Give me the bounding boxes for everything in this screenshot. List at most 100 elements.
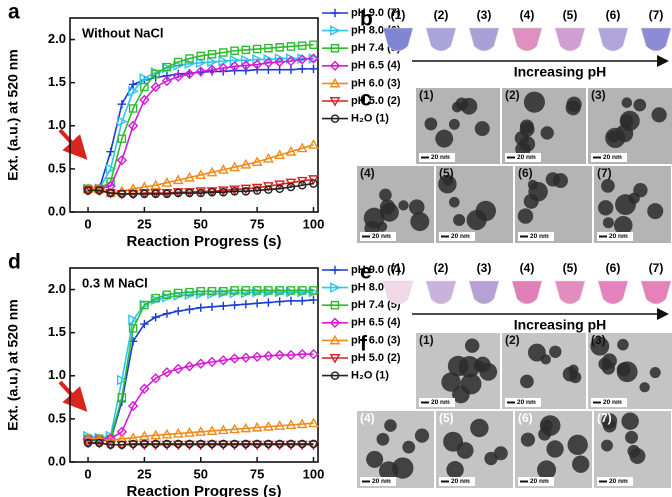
marker — [274, 149, 286, 160]
particle — [621, 97, 633, 108]
marker — [162, 189, 172, 199]
marker — [139, 430, 150, 441]
x-tick-label: 75 — [250, 466, 264, 481]
marker — [207, 439, 217, 449]
legend-label: H₂O (1) — [351, 113, 389, 125]
panel-label: c — [360, 88, 372, 111]
scale-bar-label: 20 nm — [372, 233, 391, 240]
particle — [479, 362, 498, 381]
particle — [446, 461, 464, 479]
marker — [150, 373, 161, 384]
marker — [263, 350, 274, 362]
scale-bar-box — [419, 153, 455, 162]
scale-bar-box — [597, 477, 633, 486]
marker — [251, 351, 263, 362]
marker — [230, 286, 239, 295]
marker — [195, 440, 207, 451]
particle — [537, 460, 557, 480]
marker — [240, 54, 252, 66]
particle — [605, 127, 626, 149]
marker — [140, 82, 149, 92]
marker — [116, 374, 128, 386]
x-tick-label: 25 — [137, 216, 151, 231]
marker — [117, 440, 127, 450]
marker — [195, 426, 207, 436]
marker — [206, 356, 218, 368]
particle — [649, 367, 661, 379]
particle — [540, 126, 554, 140]
particle — [384, 419, 397, 432]
scale-bar-label: 20 nm — [603, 399, 622, 406]
particle — [443, 431, 464, 452]
marker — [275, 286, 284, 295]
particle — [414, 428, 430, 443]
vial — [640, 280, 672, 305]
marker — [296, 440, 308, 451]
marker — [241, 286, 251, 295]
marker — [219, 187, 228, 197]
vial — [597, 27, 629, 52]
marker — [196, 188, 206, 198]
particle — [519, 121, 535, 137]
panel-label: b — [360, 8, 373, 31]
marker — [184, 361, 195, 372]
particle — [474, 121, 490, 137]
marker — [128, 85, 139, 97]
marker — [330, 265, 340, 275]
legend-label: pH 5.0 (2) — [351, 95, 401, 107]
marker — [217, 424, 229, 435]
particle — [520, 374, 534, 389]
marker — [251, 59, 263, 70]
vial-label: (1) — [391, 261, 406, 275]
marker — [117, 189, 127, 199]
marker — [117, 393, 127, 402]
image-label: (2) — [505, 88, 520, 102]
marker — [219, 439, 228, 449]
particle — [435, 129, 454, 148]
particle — [447, 355, 469, 377]
marker — [140, 189, 149, 199]
legend-label: H₂O (1) — [351, 370, 389, 382]
vial — [425, 27, 457, 52]
marker — [161, 177, 173, 187]
particle — [460, 97, 478, 115]
x-tick-label: 50 — [194, 466, 208, 481]
vial-label: (6) — [606, 261, 621, 275]
x-axis-label: Reaction Progress (s) — [126, 233, 281, 250]
marker — [173, 188, 183, 198]
marker — [184, 171, 195, 182]
marker — [217, 186, 229, 197]
marker — [116, 155, 128, 166]
marker — [219, 301, 228, 311]
vial — [554, 27, 586, 52]
marker — [296, 176, 308, 187]
marker — [127, 183, 139, 193]
marker — [297, 286, 307, 295]
scale-bar-label: 20 nm — [451, 478, 470, 485]
marker — [139, 383, 150, 394]
scale-bar-box — [439, 477, 475, 486]
marker — [252, 299, 262, 308]
marker — [184, 68, 195, 80]
series-line — [88, 299, 314, 442]
marker — [161, 367, 173, 378]
particle — [523, 193, 539, 209]
caption: Increasing pH — [514, 317, 607, 333]
marker — [330, 371, 340, 380]
marker — [106, 147, 115, 156]
x-tick-label: 0 — [84, 216, 91, 231]
particle — [517, 208, 534, 224]
marker — [217, 440, 229, 451]
marker — [217, 164, 229, 174]
vial — [382, 27, 414, 52]
marker — [219, 287, 228, 296]
y-axis-label: Ext. (a.u.) at 520 nm — [5, 49, 21, 180]
marker — [128, 104, 138, 113]
marker — [309, 439, 318, 449]
marker — [286, 286, 296, 295]
marker — [274, 180, 286, 191]
particle — [453, 214, 466, 227]
marker — [329, 77, 341, 88]
marker — [264, 439, 273, 449]
marker — [139, 94, 150, 106]
